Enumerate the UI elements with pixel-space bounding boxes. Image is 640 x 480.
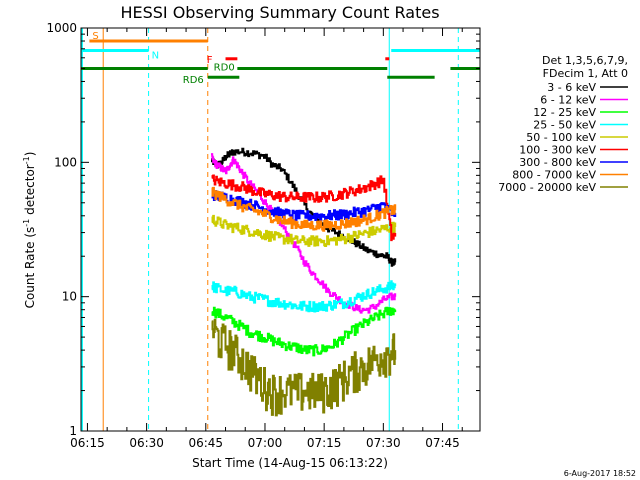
x-tick-label: 06:15 [70,436,105,450]
series-line [211,318,397,417]
x-axis-label: Start Time (14-Aug-15 06:13:22) [192,456,388,470]
saa-flag-label: S [92,31,98,42]
chart-title: HESSI Observing Summary Count Rates [120,3,439,22]
legend-entry-label: 50 - 100 keV [526,131,596,144]
timestamp: 6-Aug-2017 18:52 [564,469,636,478]
series-layer [211,147,397,417]
x-tick-label: 06:30 [129,436,164,450]
y-tick-label: 100 [54,155,77,169]
legend-entry-label: 800 - 7000 keV [512,169,596,182]
series-line [211,147,397,267]
series-line [211,174,397,242]
x-tick-label: 07:30 [366,436,401,450]
y-axis: 1 10 100 1000 [46,21,480,438]
flare-flag-label: F [207,55,213,66]
x-tick-label: 07:45 [425,436,460,450]
legend-entry-label: 25 - 50 keV [533,119,596,132]
y-tick-label: 1000 [46,21,77,35]
series-line [211,306,397,357]
x-tick-label: 06:45 [188,436,223,450]
legend-entry-label: 100 - 300 keV [519,144,596,157]
y-tick-label: 10 [62,290,77,304]
legend: Det 1,3,5,6,7,9, FDecim 1, Att 0 3 - 6 k… [498,54,628,194]
plot-frame [80,27,481,432]
legend-header-line-2: FDecim 1, Att 0 [543,67,628,80]
legend-entry-label: 300 - 800 keV [519,156,596,169]
series-line [211,214,397,247]
y-tick-label: 1 [69,424,77,438]
x-tick-label: 07:00 [248,436,283,450]
y-axis-label: Count Rate (s-1 detector-1) [22,152,37,309]
x-axis: 06:15 06:30 06:45 07:00 07:15 07:30 07:45 [70,28,463,450]
legend-entry-label: 3 - 6 keV [547,81,596,94]
rd0-flag-label: RD0 [214,62,235,73]
series-line [211,186,397,232]
legend-entry-label: 6 - 12 keV [540,94,596,107]
rd6-flag-label: RD6 [183,75,204,86]
legend-header-line-1: Det 1,3,5,6,7,9, [542,54,628,67]
night-flag-label: N [152,50,159,61]
series-line [211,280,397,313]
legend-entry-label: 12 - 25 keV [533,106,596,119]
legend-entry-label: 7000 - 20000 keV [498,181,596,194]
x-tick-label: 07:15 [307,436,342,450]
